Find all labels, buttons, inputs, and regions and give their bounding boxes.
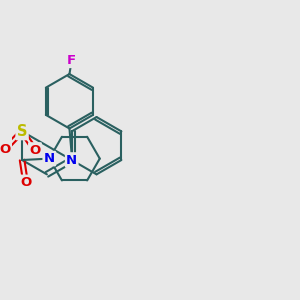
Text: N: N (44, 152, 55, 165)
Text: O: O (20, 176, 31, 189)
Text: N: N (66, 154, 77, 166)
Text: S: S (17, 124, 27, 139)
Text: F: F (67, 54, 76, 67)
Text: O: O (29, 143, 40, 157)
Text: O: O (0, 142, 11, 156)
